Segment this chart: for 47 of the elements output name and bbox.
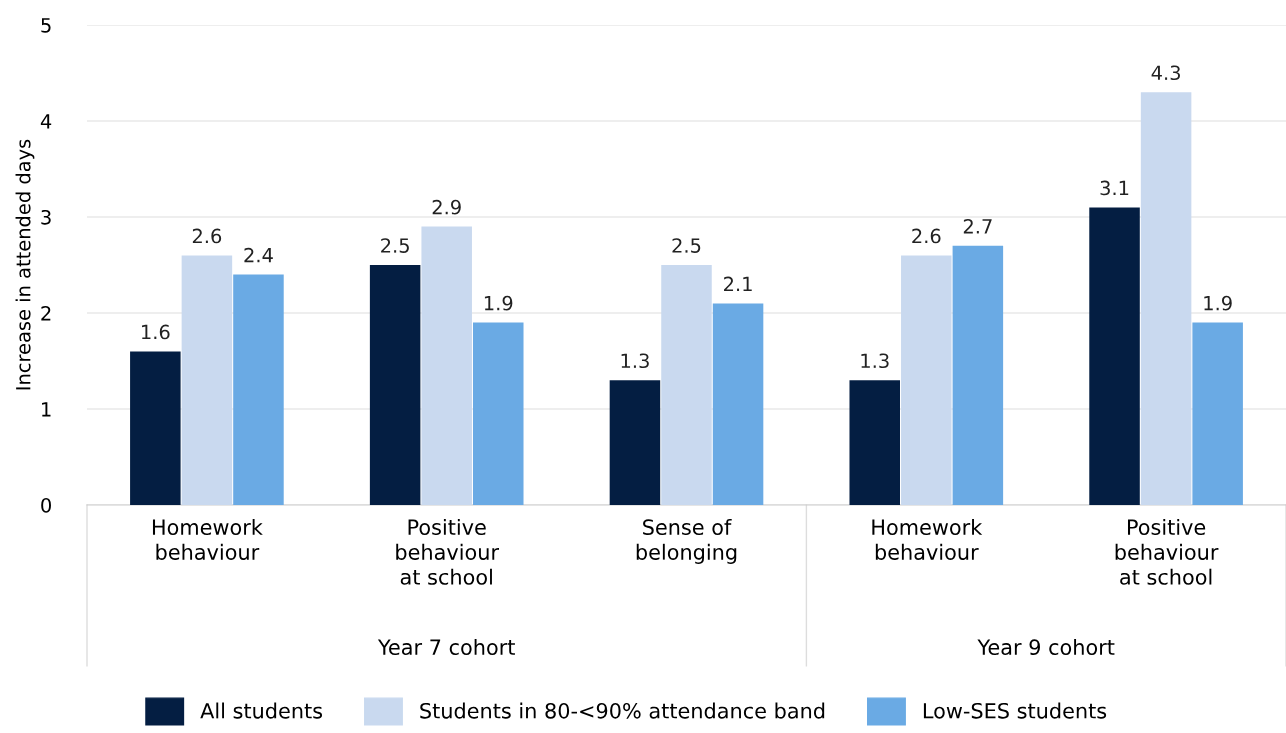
data-label: 2.5 bbox=[672, 238, 701, 253]
y-tick-label: 4 bbox=[40, 114, 52, 129]
bar bbox=[233, 274, 284, 505]
bar bbox=[712, 303, 764, 505]
data-label: 2.7 bbox=[963, 218, 992, 234]
text: Year 9 cohort bbox=[977, 638, 1115, 656]
bar bbox=[472, 322, 524, 505]
legend-label: Low-SES students bbox=[923, 702, 1107, 719]
data-label: 1.9 bbox=[1204, 295, 1232, 311]
data-label: 2.5 bbox=[381, 238, 409, 253]
bar bbox=[1192, 322, 1243, 505]
text: Year 7 cohort bbox=[377, 638, 515, 656]
y-tick-label: 5 bbox=[41, 18, 51, 33]
data-label: 2.6 bbox=[192, 228, 222, 244]
bar bbox=[1140, 92, 1192, 505]
data-label: 3.1 bbox=[1100, 180, 1129, 196]
legend-label: All students bbox=[200, 702, 323, 719]
data-label: 4.3 bbox=[1151, 65, 1180, 81]
bar bbox=[421, 226, 472, 505]
bar bbox=[181, 255, 233, 505]
x-tick-label: Sense of belonging bbox=[636, 518, 737, 564]
data-label: 1.3 bbox=[861, 353, 889, 369]
bar bbox=[901, 255, 952, 505]
bar bbox=[661, 265, 712, 505]
data-label: 2.6 bbox=[912, 228, 941, 244]
x-tick-label: Homework behaviour bbox=[872, 518, 983, 560]
data-label: 1.3 bbox=[621, 353, 649, 369]
y-axis-title: Increase in attended days bbox=[15, 139, 35, 390]
y-tick-label: 1 bbox=[42, 402, 51, 417]
data-label: 1.9 bbox=[484, 295, 513, 311]
bar bbox=[609, 380, 661, 505]
y-tick-label: 3 bbox=[41, 209, 51, 225]
bar bbox=[952, 245, 1004, 505]
data-label: 1.6 bbox=[142, 324, 170, 340]
x-tick-label: Homework behaviour bbox=[152, 518, 263, 560]
y-tick-label: 0 bbox=[41, 497, 51, 513]
x-tick-label: Positive behaviour at school bbox=[396, 518, 500, 585]
data-label: 2.9 bbox=[432, 199, 461, 215]
data-label: 2.1 bbox=[724, 276, 752, 292]
bar bbox=[1089, 207, 1140, 505]
data-label: 2.4 bbox=[244, 247, 273, 263]
bar bbox=[369, 265, 421, 505]
y-tick-label: 2 bbox=[41, 305, 51, 321]
bar bbox=[130, 351, 181, 505]
bar bbox=[849, 380, 901, 505]
x-tick-label: Positive behaviour at school bbox=[1115, 518, 1219, 585]
legend-label: Students in 80-<90% attendance band bbox=[420, 702, 825, 719]
